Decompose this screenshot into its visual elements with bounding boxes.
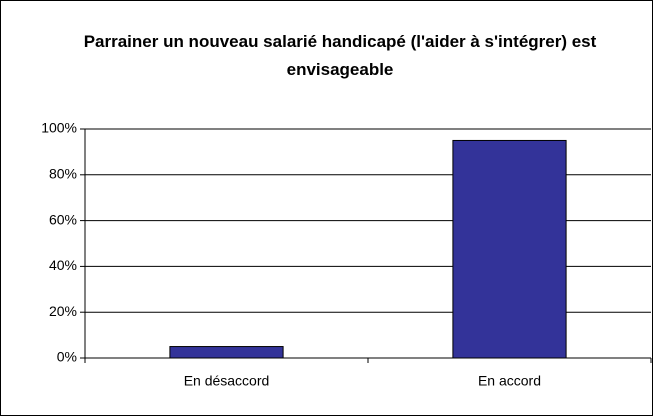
x-tick-label: En accord xyxy=(478,373,541,389)
y-tick-label: 60% xyxy=(49,211,77,227)
y-tick-label: 0% xyxy=(57,349,77,365)
x-tick-label: En désaccord xyxy=(184,373,270,389)
y-tick-label: 20% xyxy=(49,303,77,319)
y-tick-label: 80% xyxy=(49,166,77,182)
y-tick-label: 100% xyxy=(41,120,77,136)
y-tick-label: 40% xyxy=(49,257,77,273)
chart-title: Parrainer un nouveau salarié handicapé (… xyxy=(83,32,597,79)
bar xyxy=(169,346,284,359)
bar xyxy=(452,139,567,359)
